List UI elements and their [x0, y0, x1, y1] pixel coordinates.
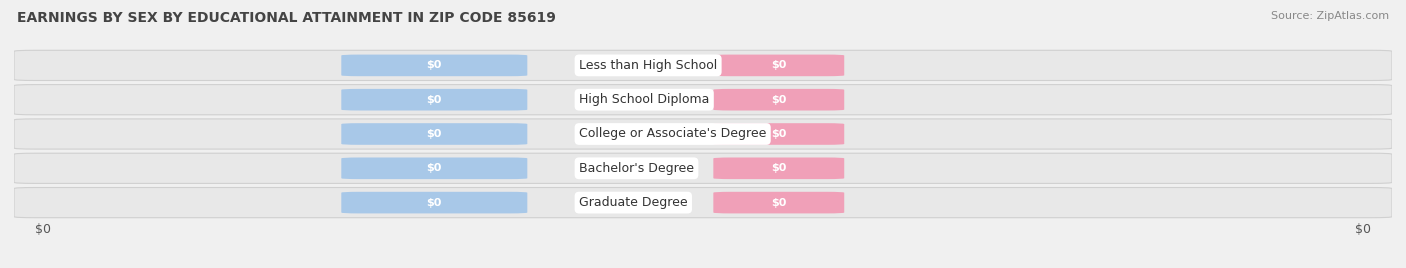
Text: $0: $0	[770, 163, 786, 173]
Text: EARNINGS BY SEX BY EDUCATIONAL ATTAINMENT IN ZIP CODE 85619: EARNINGS BY SEX BY EDUCATIONAL ATTAINMEN…	[17, 11, 555, 25]
FancyBboxPatch shape	[342, 55, 527, 76]
Text: $0: $0	[426, 129, 441, 139]
FancyBboxPatch shape	[14, 188, 1392, 218]
Text: $0: $0	[426, 60, 441, 70]
FancyBboxPatch shape	[14, 119, 1392, 149]
FancyBboxPatch shape	[14, 85, 1392, 115]
Text: Source: ZipAtlas.com: Source: ZipAtlas.com	[1271, 11, 1389, 21]
FancyBboxPatch shape	[713, 89, 844, 110]
FancyBboxPatch shape	[14, 153, 1392, 183]
FancyBboxPatch shape	[14, 50, 1392, 80]
FancyBboxPatch shape	[342, 89, 527, 110]
Text: $0: $0	[426, 198, 441, 208]
Text: Bachelor's Degree: Bachelor's Degree	[579, 162, 695, 175]
Text: $0: $0	[770, 95, 786, 105]
FancyBboxPatch shape	[713, 158, 844, 179]
FancyBboxPatch shape	[713, 123, 844, 145]
Text: Less than High School: Less than High School	[579, 59, 717, 72]
Text: $0: $0	[770, 198, 786, 208]
FancyBboxPatch shape	[342, 158, 527, 179]
Text: $0: $0	[770, 129, 786, 139]
FancyBboxPatch shape	[713, 55, 844, 76]
Text: $0: $0	[426, 163, 441, 173]
FancyBboxPatch shape	[713, 192, 844, 213]
Text: $0: $0	[1355, 222, 1371, 236]
Text: $0: $0	[770, 60, 786, 70]
FancyBboxPatch shape	[342, 192, 527, 213]
Text: $0: $0	[35, 222, 51, 236]
Text: College or Associate's Degree: College or Associate's Degree	[579, 128, 766, 140]
Text: Graduate Degree: Graduate Degree	[579, 196, 688, 209]
Text: $0: $0	[426, 95, 441, 105]
FancyBboxPatch shape	[342, 123, 527, 145]
Text: High School Diploma: High School Diploma	[579, 93, 710, 106]
